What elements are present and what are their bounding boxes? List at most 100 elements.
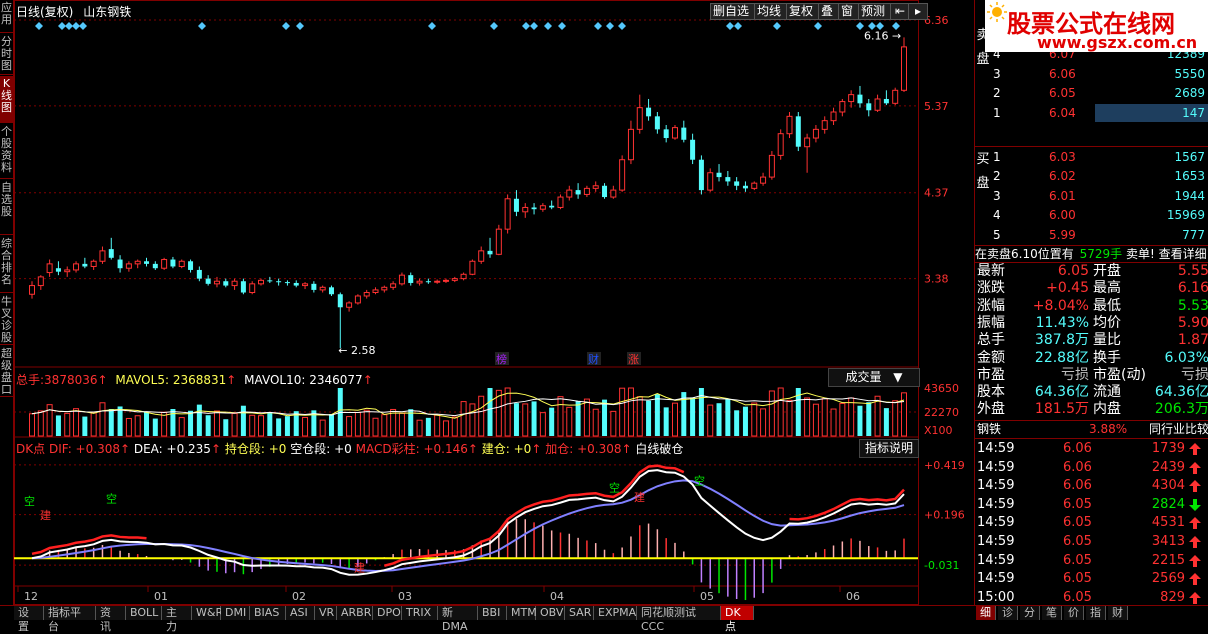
toolbar-button[interactable]: 预测 [858, 3, 894, 20]
left-nav-item[interactable]: 个股资料 [0, 124, 13, 179]
indicator-tab[interactable]: VR [315, 606, 337, 620]
right-panel-tab[interactable]: 财 [1108, 606, 1128, 620]
indicator-tab[interactable]: 主力 [162, 606, 192, 633]
toolbar-button[interactable]: 均线 [754, 3, 790, 20]
volume-bar [883, 408, 889, 436]
candle-body [821, 120, 828, 130]
candle-body [812, 128, 819, 139]
volume-bar [495, 389, 502, 437]
indicator-tab[interactable]: 同花顺测试CCC [637, 606, 721, 633]
indicator-tab[interactable]: DK点 [721, 606, 754, 633]
quote-value: 11.43% [1035, 314, 1089, 331]
ask-level: 1 [993, 105, 1001, 120]
quote-label: 最高 [1093, 280, 1121, 297]
right-panel-tab[interactable]: 诊 [998, 606, 1018, 620]
indicator-tab[interactable]: 指标平台 [44, 606, 96, 633]
ask-row[interactable]: 2 6.05 2689 [991, 84, 1208, 102]
indicator-tab[interactable]: DPO [373, 606, 402, 620]
candle-body [425, 281, 431, 283]
left-nav-item[interactable]: 应用 [0, 0, 13, 33]
right-panel-tab[interactable]: 价 [1064, 606, 1084, 620]
candle-body [64, 269, 71, 273]
order-book-divider [975, 146, 1208, 147]
indicator-tab[interactable]: ASI [286, 606, 315, 620]
candle-body [381, 286, 388, 291]
right-panel-tab[interactable]: 分 [1020, 606, 1040, 620]
peer-compare-link[interactable]: 同行业比较 [1149, 422, 1208, 436]
indicator-tab[interactable]: ARBR [337, 606, 373, 620]
indicator-tab[interactable]: MTM [507, 606, 537, 620]
volume-bar [205, 415, 211, 436]
indicator-tab[interactable]: BIAS [250, 606, 286, 620]
left-nav-item[interactable]: 牛叉诊股 [0, 295, 13, 345]
mavol5-value: 2368831 [172, 373, 227, 387]
ask-row[interactable]: 3 6.06 5550 [991, 65, 1208, 83]
ask-row[interactable]: 1 6.04 147 [991, 103, 1208, 122]
tick-row[interactable]: 15:00 6.05 829 [975, 589, 1208, 607]
indicator-help-button[interactable]: 指标说明 [859, 439, 919, 458]
indicator-tab[interactable]: DMI [221, 606, 250, 620]
double-arrow-icon[interactable]: ⇤ [890, 3, 910, 20]
toolbar-button[interactable]: 删自选 [710, 3, 758, 20]
order-book: 卖盘买盘56.08198746.071238936.06555026.05268… [975, 0, 1208, 245]
bid-row[interactable]: 2 6.02 1653 [991, 167, 1208, 185]
candle-body [258, 279, 265, 285]
tick-row[interactable]: 14:59 6.05 4531 [975, 514, 1208, 532]
indicator-tab[interactable]: BOLL [126, 606, 162, 620]
quote-value: 181.5万 [1034, 401, 1089, 418]
left-nav-item[interactable]: 超级盘口 [0, 347, 13, 397]
indicator-dropdown[interactable]: 成交量 ▼ [828, 368, 920, 387]
chart-canvas[interactable]: 6.36 5.37 4.37 3.38 6.16 → ← 2.58 榜 财 涨 43650 2227… [14, 0, 974, 606]
bid-row[interactable]: 1 6.03 1567 [991, 148, 1208, 166]
bid-row[interactable]: 4 6.00 15969 [991, 206, 1208, 224]
indicator-tab[interactable]: EXPMA [594, 606, 637, 620]
tick-row[interactable]: 14:59 6.06 1739 [975, 440, 1208, 458]
tick-row[interactable]: 14:59 6.05 2215 [975, 552, 1208, 570]
right-panel-tab[interactable]: 指 [1086, 606, 1106, 620]
bid-row[interactable]: 3 6.01 1944 [991, 187, 1208, 205]
tick-row[interactable]: 14:59 6.05 3413 [975, 533, 1208, 551]
left-nav-item[interactable]: 自选股 [0, 180, 13, 235]
volume-bar [549, 407, 555, 436]
quote-label: 量比 [1093, 332, 1121, 349]
volume-bar [751, 402, 758, 437]
tick-row[interactable]: 14:59 6.06 4304 [975, 477, 1208, 495]
volume-bar [90, 412, 97, 437]
signal-diamond [282, 22, 290, 30]
big-order-alert[interactable]: 在卖盘6.10位置有 5729手 卖单! 查看详细 [975, 245, 1208, 263]
alert-detail-link[interactable]: 查看详细 [1158, 247, 1207, 261]
menu-arrow-icon[interactable]: ▸ [908, 3, 928, 20]
indicator-tab[interactable]: 新DMA [438, 606, 478, 633]
sector-name: 钢铁 [977, 422, 1002, 436]
quote-value: 亏损 [1181, 366, 1208, 383]
signal-diamond [594, 22, 602, 30]
volume-bar [671, 402, 678, 437]
indicator-tab[interactable]: BBI [478, 606, 507, 620]
volume-bar [346, 416, 353, 437]
ask-price: 6.06 [1049, 66, 1076, 81]
volume-bar [188, 410, 194, 436]
tick-row[interactable]: 14:59 6.05 2824 [975, 496, 1208, 514]
signal-diamond [530, 22, 538, 30]
tick-list[interactable]: 14:59 6.06 1739 14:59 6.06 2439 14:59 6.06 4304 1… [975, 438, 1208, 606]
left-nav-item[interactable]: 综合排名 [0, 236, 13, 293]
tick-row[interactable]: 14:59 6.05 2569 [975, 570, 1208, 588]
tick-row[interactable]: 14:59 6.06 2439 [975, 459, 1208, 477]
right-panel-tab[interactable]: 细 [976, 606, 996, 620]
indicator-tab[interactable]: OBV [536, 606, 565, 620]
kline-chart-area[interactable]: 6.36 5.37 4.37 3.38 6.16 → ← 2.58 榜 财 涨 43650 2227… [14, 0, 974, 606]
indicator-tab[interactable]: 资讯 [96, 606, 126, 633]
indicator-tab[interactable]: W&R [192, 606, 223, 620]
bid-row[interactable]: 5 5.99 777 [991, 226, 1208, 244]
toolbar-button[interactable]: 复权 [786, 3, 822, 20]
toolbar-button[interactable]: 叠 [818, 3, 842, 20]
volume-bar [460, 401, 467, 437]
left-nav-item[interactable]: K线图 [0, 76, 13, 123]
indicator-tab[interactable]: SAR [565, 606, 594, 620]
candle-body [575, 190, 581, 195]
right-panel-tab[interactable]: 笔 [1042, 606, 1062, 620]
indicator-tab[interactable]: TRIX [402, 606, 438, 620]
toolbar-button[interactable]: 窗 [838, 3, 862, 20]
left-nav-item[interactable]: 分时图 [0, 34, 13, 75]
indicator-tab[interactable]: 设置 [14, 606, 44, 633]
